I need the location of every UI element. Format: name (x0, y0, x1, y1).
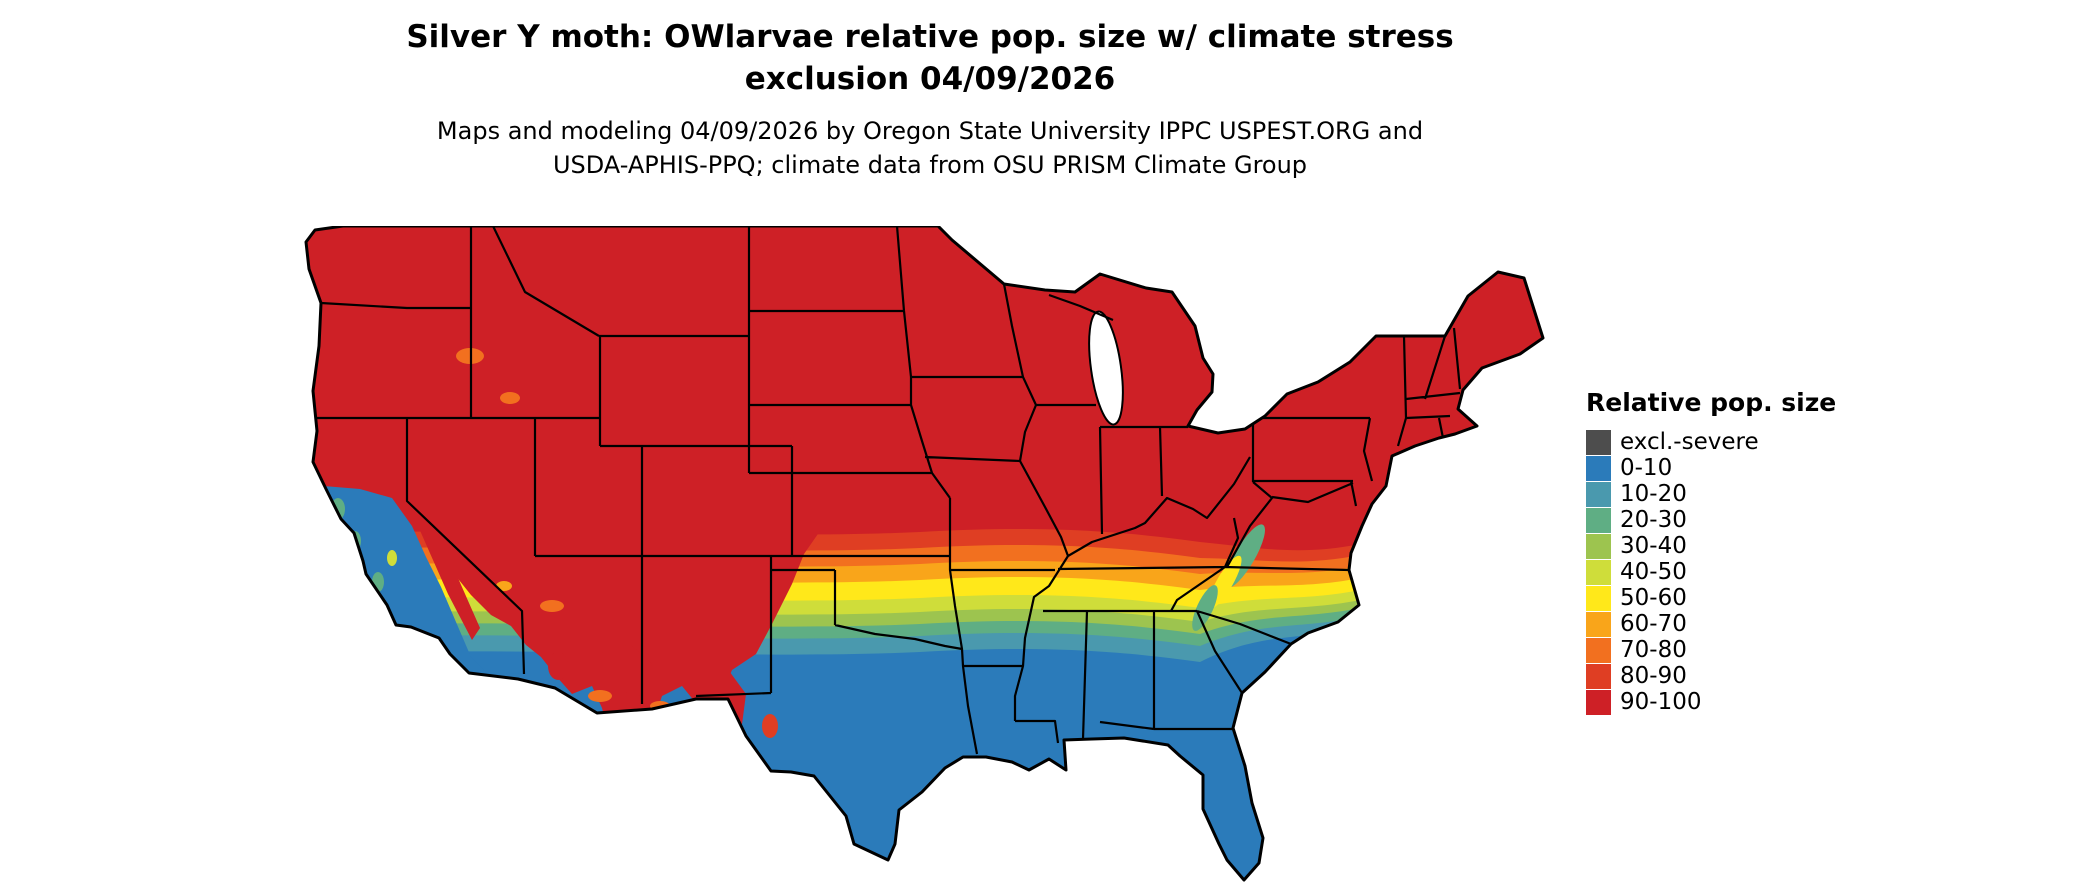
legend-item: 0-10 (1586, 455, 1836, 481)
legend-swatch (1586, 507, 1611, 533)
legend-item: 20-30 (1586, 507, 1836, 533)
ca-green-patch (372, 572, 384, 592)
legend-swatch (1586, 663, 1611, 689)
legend-swatch (1586, 481, 1611, 507)
west-red-region (306, 226, 820, 771)
band-0-10 (306, 623, 1543, 880)
sw-orange-fringe (588, 690, 612, 702)
az-red-tongue (598, 644, 652, 696)
legend-item: excl.-severe (1586, 429, 1836, 455)
legend-label: 40-50 (1620, 559, 1687, 585)
legend-item: 10-20 (1586, 481, 1836, 507)
legend-label: 10-20 (1620, 481, 1687, 507)
map-subtitle: Maps and modeling 04/09/2026 by Oregon S… (0, 114, 1860, 182)
sierra-red-ridge (396, 478, 480, 640)
state-borders (315, 226, 1462, 755)
appalachian-green-finger (1192, 585, 1218, 631)
map-subtitle-line1: Maps and modeling 04/09/2026 by Oregon S… (436, 117, 1424, 145)
legend-item: 80-90 (1586, 663, 1836, 689)
legend-swatch (1586, 455, 1611, 481)
legend-swatch (1586, 585, 1611, 611)
nw-orange-patch (500, 392, 520, 404)
us-outline (304, 224, 1545, 882)
legend-swatch (1586, 429, 1611, 455)
legend-label: 70-80 (1620, 637, 1687, 663)
us-map-container (300, 224, 1545, 888)
map-title-line1: Silver Y moth: OWlarvae relative pop. si… (406, 19, 1454, 55)
legend-swatch (1586, 533, 1611, 559)
legend-label: excl.-severe (1620, 429, 1759, 455)
legend-swatch (1586, 637, 1611, 663)
legend-swatch (1586, 611, 1611, 637)
legend-label: 30-40 (1620, 533, 1687, 559)
legend-items: excl.-severe 0-10 10-20 20-30 30-40 40-50 50-6… (1586, 429, 1836, 715)
lake-michigan (1088, 310, 1124, 426)
nv-orange-patch (540, 600, 564, 612)
map-title: Silver Y moth: OWlarvae relative pop. si… (0, 16, 1860, 100)
legend-item: 30-40 (1586, 533, 1836, 559)
legend-label: 60-70 (1620, 611, 1687, 637)
legend: Relative pop. size excl.-severe 0-10 10-20… (1586, 388, 1836, 715)
az-red-patch (548, 652, 568, 680)
us-map (304, 224, 1545, 882)
legend-title: Relative pop. size (1586, 388, 1837, 417)
legend-label: 0-10 (1620, 455, 1673, 481)
legend-label: 20-30 (1620, 507, 1687, 533)
california-blue-region (306, 462, 524, 682)
legend-label: 90-100 (1620, 689, 1702, 715)
legend-item: 70-80 (1586, 637, 1836, 663)
legend-label: 80-90 (1620, 663, 1687, 689)
map-subtitle-line2: USDA-APHIS-PPQ; climate data from OSU PR… (552, 151, 1308, 179)
legend-item: 50-60 (1586, 585, 1836, 611)
map-title-line2: exclusion 04/09/2026 (744, 61, 1116, 97)
legend-swatch (1586, 689, 1611, 715)
legend-swatch (1586, 559, 1611, 585)
legend-label: 50-60 (1620, 585, 1687, 611)
legend-item: 90-100 (1586, 689, 1836, 715)
chart-header: Silver Y moth: OWlarvae relative pop. si… (0, 16, 1860, 182)
tx-red-patch (762, 714, 778, 738)
legend-item: 60-70 (1586, 611, 1836, 637)
legend-item: 40-50 (1586, 559, 1836, 585)
ca-yellow-patch (387, 550, 397, 566)
